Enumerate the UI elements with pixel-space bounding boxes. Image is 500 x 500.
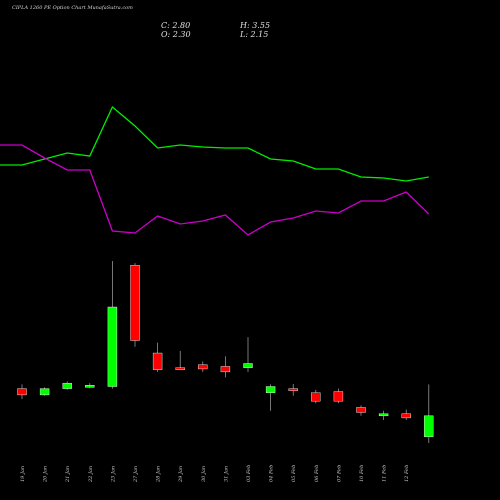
x-axis-labels: 19 Jan 20 Jan 21 Jan 22 Jan 23 Jan 27 Jan 28 J…	[20, 465, 410, 483]
candle	[17, 384, 27, 400]
candle	[85, 383, 95, 389]
low-value: L: 2.15	[240, 30, 269, 39]
x-tick-label: 28 Jan	[156, 466, 162, 483]
close-value: C: 2.80	[161, 21, 191, 30]
candle-body	[152, 352, 163, 370]
candle-body	[130, 264, 140, 341]
candle	[198, 361, 208, 372]
candle	[288, 384, 298, 396]
x-tick-label: 10 Feb	[359, 465, 365, 482]
candle	[130, 263, 140, 347]
x-tick-label: 31 Jan	[223, 466, 229, 482]
x-tick-label: 19 Jan	[20, 466, 26, 482]
x-tick-label: 04 Feb	[269, 465, 275, 482]
candle-body	[62, 382, 72, 389]
x-tick-label: 12 Feb	[404, 465, 410, 482]
candle-body	[311, 392, 321, 402]
candle-body	[243, 363, 253, 368]
x-tick-label: 20 Jan	[43, 466, 49, 483]
candle-body	[265, 386, 276, 393]
indicator-lines	[0, 105, 430, 236]
candle	[424, 384, 434, 443]
x-tick-label: 21 Jan	[65, 466, 71, 483]
x-tick-label: 05 Feb	[291, 465, 297, 482]
candles	[17, 261, 434, 443]
candle-body	[378, 413, 389, 417]
high-value: H: 3.55	[240, 21, 271, 30]
candle	[356, 405, 366, 416]
candle	[107, 261, 118, 389]
candle-body	[17, 388, 27, 396]
x-tick-label: 07 Feb	[336, 465, 342, 482]
candle-body	[107, 306, 118, 387]
candle	[39, 387, 50, 396]
purple-indicator-line	[0, 144, 430, 236]
green-indicator-line	[0, 105, 429, 182]
x-tick-label: 27 Jan	[133, 466, 139, 483]
candle	[220, 356, 231, 378]
candle	[265, 384, 276, 411]
candle-body	[220, 366, 231, 373]
candle	[401, 409, 411, 420]
chart-title: CIPLA 1260 PE Option Chart MunafaSutra.c…	[12, 5, 133, 11]
candle-body	[288, 388, 298, 391]
candle	[311, 389, 321, 404]
x-tick-label: 03 Feb	[246, 465, 252, 482]
x-tick-label: 30 Jan	[201, 466, 207, 482]
candle	[243, 337, 253, 372]
candle-body	[39, 388, 50, 396]
candle	[378, 410, 389, 420]
candle-body	[356, 407, 366, 413]
x-tick-label: 29 Jan	[178, 466, 184, 483]
open-value: O: 2.30	[161, 30, 191, 39]
x-tick-label: 11 Feb	[382, 465, 388, 482]
candle	[152, 342, 163, 372]
candle	[175, 350, 185, 370]
candle-body	[85, 385, 95, 388]
candle-body	[175, 367, 185, 370]
candle	[333, 388, 344, 404]
x-tick-label: 06 Feb	[314, 465, 320, 482]
x-tick-label: 22 Jan	[88, 466, 94, 483]
candle-body	[333, 391, 344, 402]
candle-body	[424, 415, 434, 437]
candle-body	[401, 413, 411, 419]
candle	[62, 381, 72, 390]
x-tick-label: 23 Jan	[110, 466, 116, 483]
candle-body	[198, 364, 208, 370]
